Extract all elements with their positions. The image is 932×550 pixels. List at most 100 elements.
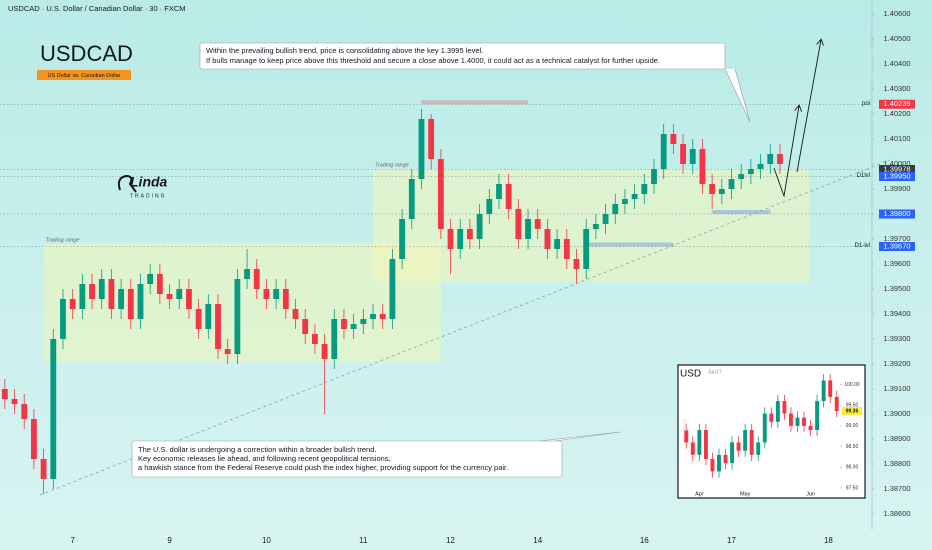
candle-body: [738, 174, 745, 179]
y-tick-label: 99.00: [846, 423, 859, 429]
callout-pointer: [539, 431, 621, 442]
trading-range: [373, 169, 810, 282]
candle-body: [795, 417, 800, 426]
candle-body: [60, 299, 66, 339]
price-tag: [879, 209, 915, 219]
candle-body: [437, 159, 444, 229]
candle-body: [253, 269, 260, 289]
price-tag: [879, 165, 915, 174]
x-tick-label: 16: [640, 536, 649, 545]
y-tick-label: 1.39000: [883, 409, 910, 418]
candle-body: [467, 229, 473, 239]
candle-body: [186, 289, 192, 309]
annotation-text: Key economic releases lie ahead, and fol…: [138, 454, 391, 463]
logo-name: Linda: [130, 174, 168, 190]
candle-body: [11, 399, 18, 404]
last-price-label: 99.36: [846, 408, 859, 414]
candle-body: [699, 149, 706, 184]
candle-body: [747, 169, 754, 174]
annotation: The U.S. dollar is undergoing a correcti…: [131, 431, 621, 478]
candle-body: [50, 339, 57, 479]
candle-body: [321, 344, 328, 359]
candle-body: [622, 199, 628, 204]
candle-body: [573, 259, 580, 269]
y-tick-label: 1.39100: [883, 384, 910, 393]
candle-body: [1, 389, 8, 399]
x-tick-label: May: [740, 491, 751, 497]
level-zone: [586, 242, 674, 247]
candle-body: [205, 304, 212, 329]
candle-body: [505, 184, 512, 209]
price-tag-label: 1.40239: [883, 99, 910, 108]
y-tick-label: 100.00: [844, 382, 860, 388]
candle-body: [282, 289, 289, 309]
candle-body: [710, 458, 715, 472]
candle-body: [769, 413, 774, 422]
logo-icon: [117, 174, 137, 193]
y-tick-label: 1.39500: [883, 284, 910, 293]
candle-body: [670, 134, 677, 144]
candle-body: [408, 179, 415, 219]
candle-body: [79, 284, 86, 309]
price-tag: [879, 99, 915, 109]
candle-body: [244, 269, 250, 279]
callout-pointer: [724, 68, 751, 123]
y-tick-label: 1.39200: [883, 359, 910, 368]
candle-body: [777, 154, 783, 164]
price-tag: [879, 242, 915, 251]
y-tick-label: 99.50: [846, 403, 859, 409]
callout-box: [199, 42, 726, 70]
candle-body: [834, 396, 839, 412]
candle-body: [728, 179, 735, 189]
candle-body: [486, 199, 493, 214]
candle-body: [195, 309, 202, 329]
annotation-text: If bulls manage to keep price above this…: [206, 56, 660, 65]
x-tick-label: Jun: [806, 491, 815, 497]
candle-body: [717, 454, 721, 472]
candle-body: [660, 134, 667, 169]
candle-body: [749, 430, 754, 455]
candle-body: [176, 289, 183, 299]
projection-arrow: [773, 106, 799, 198]
range-label: Trading range: [46, 237, 80, 243]
candle-body: [302, 319, 309, 334]
y-tick-label: 1.40300: [883, 84, 910, 93]
candle-body: [641, 184, 648, 194]
last-price-tag: [842, 407, 862, 416]
candle-body: [730, 442, 735, 464]
candle-body: [563, 239, 570, 259]
y-tick-label: 98.00: [846, 465, 859, 471]
level-name: D1lvl: [857, 173, 870, 179]
price-tag-label: 1.39800: [883, 209, 910, 218]
price-tag-label: 1.39978: [883, 164, 910, 173]
y-tick-label: 1.40400: [883, 59, 910, 68]
candle-body: [98, 279, 105, 299]
logo-tagline: TRADING: [130, 193, 167, 199]
candle-body: [736, 442, 741, 451]
candle-body: [476, 214, 483, 239]
candle-body: [583, 229, 590, 269]
candle-body: [757, 164, 764, 169]
candle-body: [331, 319, 338, 359]
y-tick-label: 1.40100: [883, 134, 910, 143]
candle-body: [802, 417, 806, 426]
x-tick-label: 7: [70, 536, 75, 545]
y-tick-label: 97.50: [846, 485, 859, 491]
candle-body: [602, 214, 609, 224]
y-tick-label: 1.38700: [883, 484, 910, 493]
candle-body: [89, 284, 95, 299]
candle-body: [689, 149, 696, 164]
candle-body: [156, 274, 163, 294]
range-label: Trading range: [375, 162, 409, 168]
candle-body: [21, 404, 28, 419]
candle-body: [457, 229, 464, 249]
level-name: poi: [862, 101, 870, 107]
candle-body: [775, 401, 780, 422]
candle-body: [341, 319, 347, 329]
y-tick-label: 1.39400: [883, 309, 910, 318]
candle-body: [118, 289, 125, 309]
y-tick-label: 1.40000: [883, 159, 910, 168]
candle-body: [147, 274, 154, 284]
trendline: [39, 159, 891, 496]
